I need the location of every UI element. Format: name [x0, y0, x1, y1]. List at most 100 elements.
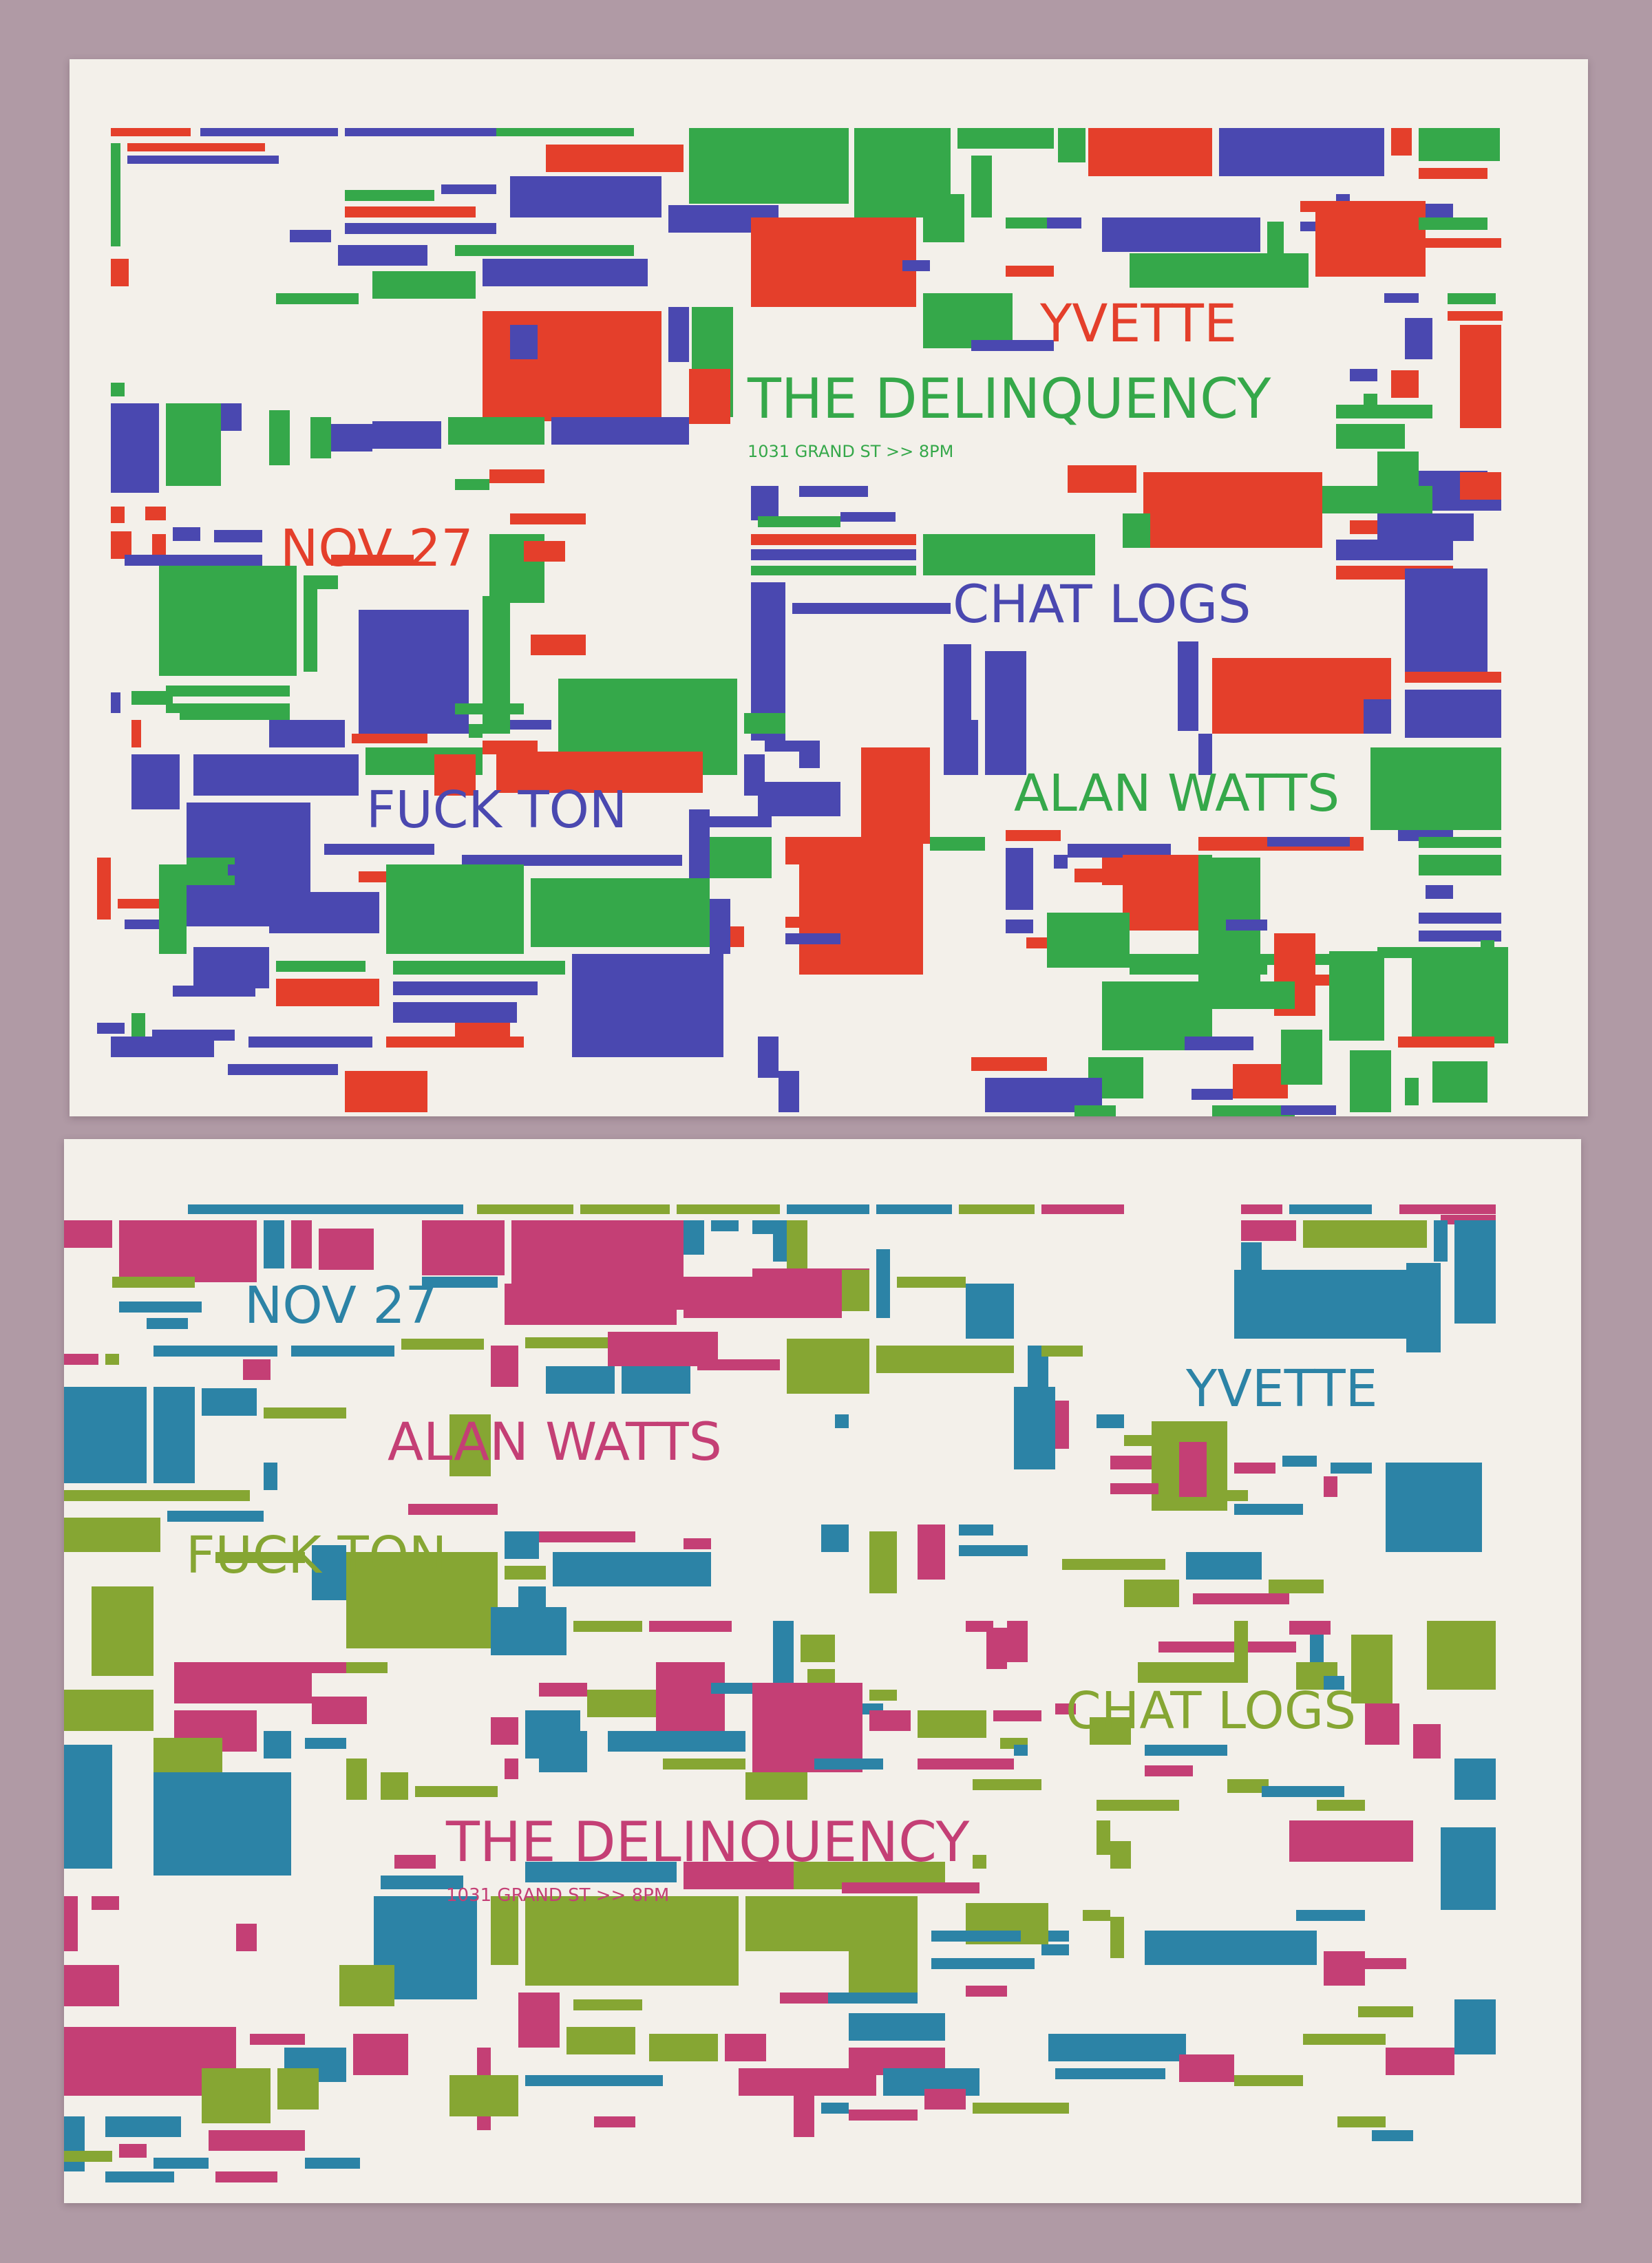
color-block	[923, 194, 964, 242]
color-block	[352, 734, 427, 743]
color-block	[1047, 913, 1130, 968]
color-block	[491, 1896, 518, 1965]
color-block	[525, 1862, 677, 1882]
color-block	[849, 1951, 918, 1993]
color-block	[496, 128, 634, 136]
color-block	[1110, 1841, 1131, 1869]
color-block	[966, 1284, 1014, 1339]
flyer-card-top: YVETTE THE DELINQUENCY 1031 GRAND ST >> …	[70, 59, 1588, 1116]
color-block	[689, 128, 849, 204]
color-block	[97, 858, 111, 920]
color-block	[193, 947, 269, 988]
color-block	[125, 555, 262, 566]
color-block	[1241, 1204, 1282, 1214]
color-block	[119, 1302, 202, 1313]
color-block	[1336, 405, 1432, 418]
color-block	[668, 307, 689, 362]
color-block	[1405, 318, 1432, 359]
color-block	[923, 293, 1013, 348]
color-block	[1234, 2075, 1303, 2086]
color-block	[1006, 266, 1054, 277]
color-block	[959, 1524, 993, 1536]
color-block	[345, 128, 496, 136]
color-block	[751, 217, 916, 307]
color-block	[1158, 1642, 1296, 1653]
color-block	[924, 2089, 966, 2110]
color-block	[64, 1690, 153, 1731]
color-block	[1058, 128, 1086, 162]
color-block	[1419, 128, 1500, 161]
color-block	[1351, 1635, 1392, 1703]
color-block	[1426, 238, 1501, 248]
color-block	[1006, 848, 1033, 910]
flyer-card-bottom: NOV 27 YVETTE ALAN WATTS FUCK TON CHAT L…	[64, 1139, 1581, 2203]
color-block	[264, 1463, 277, 1490]
color-block	[1110, 1483, 1158, 1494]
color-block	[1055, 2068, 1165, 2079]
color-block	[842, 1270, 869, 1311]
color-block	[752, 1220, 773, 1234]
color-block	[489, 469, 544, 483]
color-block	[620, 1023, 661, 1034]
color-block	[359, 610, 469, 734]
color-block	[111, 507, 125, 523]
color-block	[159, 864, 187, 954]
color-block	[1405, 569, 1487, 672]
color-block	[539, 1531, 635, 1542]
color-block	[1006, 830, 1061, 841]
color-block	[111, 1037, 214, 1057]
color-block	[876, 1204, 952, 1214]
color-block	[1130, 954, 1267, 975]
color-block	[250, 2034, 305, 2045]
color-block	[794, 2096, 814, 2137]
color-block	[264, 1731, 291, 1759]
color-block	[1102, 217, 1260, 252]
color-block	[814, 1759, 883, 1770]
color-block	[1427, 1621, 1496, 1690]
color-block	[1006, 920, 1033, 933]
color-block	[209, 2130, 305, 2151]
color-block	[1006, 217, 1047, 229]
color-block	[525, 1896, 739, 1986]
color-block	[111, 383, 125, 396]
color-block	[1370, 747, 1501, 830]
color-block	[243, 1359, 271, 1380]
color-block	[1322, 486, 1432, 513]
color-block	[449, 1414, 491, 1476]
color-block	[923, 534, 1095, 575]
color-block	[173, 527, 200, 541]
color-block	[1350, 520, 1377, 534]
color-block	[1186, 1552, 1262, 1580]
color-block	[483, 259, 648, 286]
color-block	[1068, 465, 1136, 493]
color-block	[608, 1731, 745, 1752]
color-block	[505, 1284, 677, 1325]
color-block	[1432, 1061, 1487, 1103]
color-block	[111, 128, 191, 136]
color-block	[1377, 513, 1474, 541]
color-block	[1207, 1490, 1248, 1501]
color-block	[1405, 690, 1501, 738]
color-block	[1324, 1676, 1344, 1690]
color-block	[689, 809, 710, 878]
color-block	[785, 917, 840, 928]
color-block	[1448, 311, 1503, 321]
color-block	[730, 926, 744, 947]
color-block	[1130, 253, 1309, 288]
color-block	[801, 1635, 835, 1662]
color-block	[1350, 1050, 1391, 1112]
color-block	[483, 741, 538, 754]
color-block	[1289, 1820, 1413, 1862]
color-block	[505, 1566, 546, 1580]
color-block	[214, 530, 262, 542]
color-block	[127, 156, 279, 164]
color-block	[697, 1359, 780, 1370]
color-block	[269, 892, 379, 933]
color-block	[455, 479, 489, 490]
color-block	[228, 864, 262, 875]
color-block	[346, 1662, 388, 1673]
color-block	[510, 366, 531, 407]
color-block	[372, 421, 441, 449]
color-block	[918, 1759, 1014, 1770]
